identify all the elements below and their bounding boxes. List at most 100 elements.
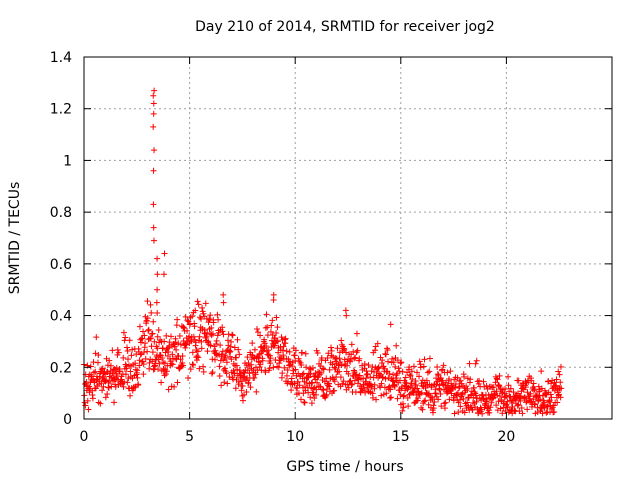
data-point: [283, 348, 290, 355]
y-tick-label: 0: [63, 412, 72, 428]
data-point: [284, 372, 291, 379]
data-point: [120, 383, 127, 390]
data-point: [132, 360, 139, 367]
data-point: [389, 355, 396, 362]
data-point: [122, 334, 129, 341]
data-point: [426, 368, 433, 375]
data-point: [414, 385, 421, 392]
data-point: [383, 390, 390, 397]
data-point: [503, 392, 510, 399]
data-point: [228, 338, 235, 345]
data-point: [284, 367, 291, 374]
data-point: [200, 310, 207, 317]
data-point: [397, 391, 404, 398]
data-point: [92, 368, 99, 375]
data-point: [213, 350, 220, 357]
data-point: [331, 378, 338, 385]
data-point: [412, 381, 419, 388]
data-point: [486, 409, 493, 416]
data-point: [179, 362, 186, 369]
data-point: [143, 317, 150, 324]
data-point: [162, 371, 169, 378]
data-point: [467, 376, 474, 383]
data-point: [373, 396, 380, 403]
data-point: [129, 387, 136, 394]
x-tick-label: 0: [80, 429, 89, 445]
data-point: [213, 337, 220, 344]
y-axis-label: SRMTID / TECUs: [7, 182, 23, 295]
data-point: [487, 404, 494, 411]
data-point: [386, 383, 393, 390]
data-point: [274, 338, 281, 345]
data-point: [328, 347, 335, 354]
data-point: [149, 349, 156, 356]
data-point: [184, 327, 191, 334]
data-point: [206, 315, 213, 322]
data-point: [326, 366, 333, 373]
data-point: [369, 394, 376, 401]
data-point: [456, 396, 463, 403]
data-point: [256, 363, 263, 370]
data-point: [191, 323, 198, 330]
data-point: [289, 363, 296, 370]
data-point: [82, 402, 89, 409]
data-point: [247, 384, 254, 391]
data-point: [148, 309, 155, 316]
data-point: [492, 379, 499, 386]
data-point: [151, 147, 158, 154]
data-point: [252, 371, 259, 378]
data-point: [127, 392, 134, 399]
data-point: [483, 382, 490, 389]
data-point: [388, 394, 395, 401]
data-point: [505, 373, 512, 380]
data-point: [356, 372, 363, 379]
data-point: [424, 369, 431, 376]
data-point: [236, 351, 243, 358]
data-point: [245, 379, 252, 386]
data-point: [177, 341, 184, 348]
data-point: [137, 339, 144, 346]
data-point: [147, 335, 154, 342]
data-point: [140, 328, 147, 335]
data-point: [406, 391, 413, 398]
data-point: [217, 342, 224, 349]
data-point: [230, 376, 237, 383]
data-point: [363, 375, 370, 382]
data-point: [426, 355, 433, 362]
data-point: [387, 386, 394, 393]
data-point: [483, 396, 490, 403]
data-point: [115, 349, 122, 356]
data-point: [278, 334, 285, 341]
data-point: [100, 383, 107, 390]
data-point: [288, 387, 295, 394]
data-point: [364, 370, 371, 377]
data-point: [473, 392, 480, 399]
data-point: [162, 349, 169, 356]
data-point: [367, 374, 374, 381]
data-point: [404, 369, 411, 376]
data-point: [239, 397, 246, 404]
data-point: [231, 344, 238, 351]
data-point: [99, 365, 106, 372]
data-point: [400, 393, 407, 400]
data-point: [238, 378, 245, 385]
data-point: [310, 385, 317, 392]
data-point: [85, 406, 92, 413]
data-point: [451, 410, 458, 417]
data-point: [251, 346, 258, 353]
data-point: [460, 395, 467, 402]
data-point: [343, 312, 350, 319]
data-point: [193, 347, 200, 354]
data-point: [104, 390, 111, 397]
data-point: [342, 307, 349, 314]
plot-frame: [83, 56, 613, 420]
data-point: [89, 395, 96, 402]
data-point: [265, 352, 272, 359]
data-point: [547, 391, 554, 398]
data-point: [502, 385, 509, 392]
data-point: [210, 319, 217, 326]
data-point: [291, 380, 298, 387]
data-point: [558, 385, 565, 392]
data-point: [515, 377, 522, 384]
data-point: [263, 311, 270, 318]
